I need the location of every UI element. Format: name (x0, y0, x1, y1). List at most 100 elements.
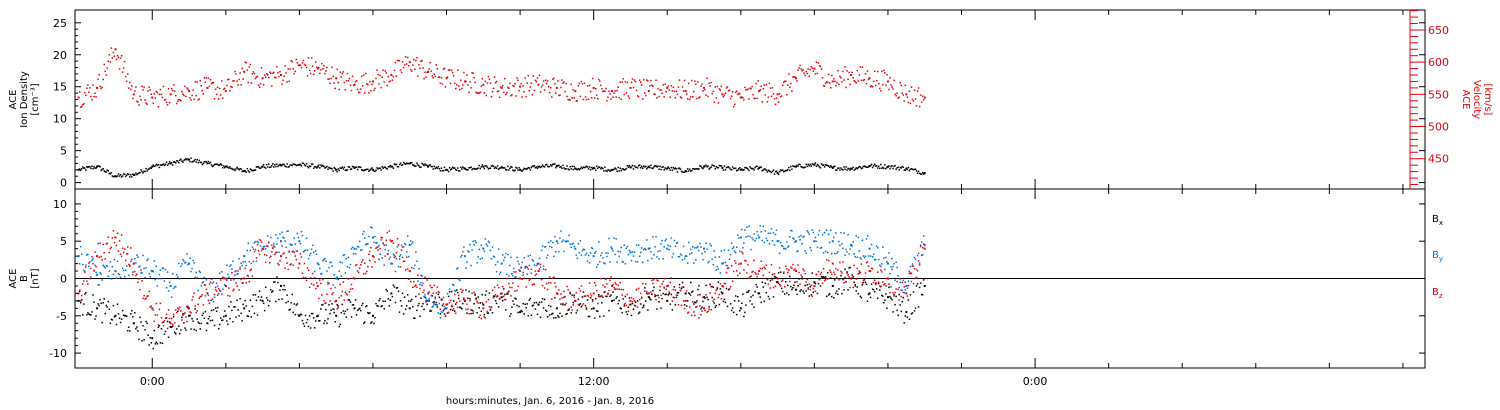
velocity-dot (431, 75, 433, 77)
velocity-dot (330, 77, 332, 80)
bz-dot (906, 295, 909, 297)
by-dot (724, 261, 727, 264)
bx-dot (178, 325, 180, 327)
density-dot (623, 169, 626, 171)
velocity-dot (734, 91, 737, 94)
bz-dot (369, 259, 371, 262)
density-dot (189, 160, 191, 163)
left-y-axis-label: ACE (8, 269, 19, 289)
bz-dot (588, 282, 591, 284)
by-dot (350, 248, 353, 250)
velocity-dot (319, 72, 321, 75)
density-point (316, 165, 319, 168)
bx-dot (285, 301, 287, 304)
velocity-dot (248, 66, 251, 68)
by-dot (576, 257, 579, 260)
velocity-dot (520, 82, 522, 85)
bz-dot (235, 282, 237, 284)
right-y-axis-label: ACE (1460, 90, 1471, 110)
density-dot (228, 167, 230, 169)
by-dot (107, 275, 110, 278)
density-dot (178, 161, 180, 164)
bx-dot (893, 293, 895, 296)
velocity-dot (900, 84, 902, 87)
density-dot (888, 165, 890, 167)
density-dot (192, 160, 194, 163)
by-point (611, 247, 614, 250)
by-dot (356, 245, 359, 248)
by-dot (712, 263, 714, 266)
bz-dot (516, 289, 518, 292)
bz-dot (846, 272, 848, 275)
by-point (647, 247, 650, 250)
density-dot (755, 165, 757, 168)
bx-dot (495, 302, 498, 305)
velocity-dot (98, 73, 100, 76)
density-point (666, 167, 669, 170)
bx-dot (642, 304, 645, 307)
velocity-dot (911, 98, 914, 101)
bx-dot (240, 312, 242, 315)
bx-dot (916, 283, 919, 285)
density-dot (691, 169, 693, 172)
density-dot (650, 164, 652, 167)
bz-dot (563, 290, 565, 293)
bz-dot (590, 295, 593, 297)
velocity-dot (410, 68, 412, 71)
density-dot (736, 169, 739, 171)
bz-dot (308, 286, 311, 289)
bz-dot (182, 314, 184, 317)
bx-dot (749, 300, 751, 302)
velocity-dot (136, 100, 138, 103)
bx-dot (160, 328, 163, 330)
velocity-dot (425, 76, 427, 78)
velocity-dot (712, 90, 714, 93)
by-dot (533, 264, 536, 266)
density-dot (819, 167, 822, 169)
density-dot (420, 166, 422, 168)
density-dot (338, 169, 340, 172)
bz-dot (753, 259, 755, 262)
by-dot (906, 287, 909, 289)
bz-dot (395, 252, 398, 254)
bz-dot (678, 286, 681, 289)
bx-dot (318, 320, 320, 322)
bx-dot (355, 314, 358, 316)
by-dot (235, 270, 237, 272)
bz-dot (847, 274, 849, 276)
bx-dot (716, 288, 719, 290)
bz-dot (765, 264, 768, 266)
bz-dot (744, 259, 746, 262)
by-dot (635, 244, 638, 246)
by-dot (426, 299, 428, 301)
by-dot (695, 259, 697, 261)
velocity-dot (149, 89, 151, 91)
density-point (684, 170, 687, 173)
density-dot (398, 163, 401, 166)
density-dot (357, 166, 360, 168)
bz-dot (560, 293, 562, 295)
by-dot (604, 262, 606, 265)
velocity-dot (224, 87, 226, 90)
bz-point (611, 284, 614, 287)
density-dot (452, 167, 455, 169)
bx-dot (603, 315, 605, 317)
velocity-dot (337, 81, 339, 84)
bz-point (96, 255, 99, 258)
bz-dot (98, 256, 100, 258)
velocity-point (390, 74, 393, 77)
velocity-dot (249, 63, 252, 66)
bx-dot (803, 292, 805, 294)
by-dot (259, 245, 262, 247)
density-dot (551, 165, 553, 167)
velocity-dot (118, 68, 121, 70)
density-dot (906, 168, 909, 171)
bz-dot (785, 265, 787, 268)
velocity-dot (105, 74, 108, 76)
by-dot (402, 245, 405, 248)
by-dot (770, 228, 773, 230)
by-point (77, 255, 80, 258)
density-dot (527, 167, 530, 169)
bz-dot (240, 278, 242, 281)
by-dot (256, 241, 259, 243)
